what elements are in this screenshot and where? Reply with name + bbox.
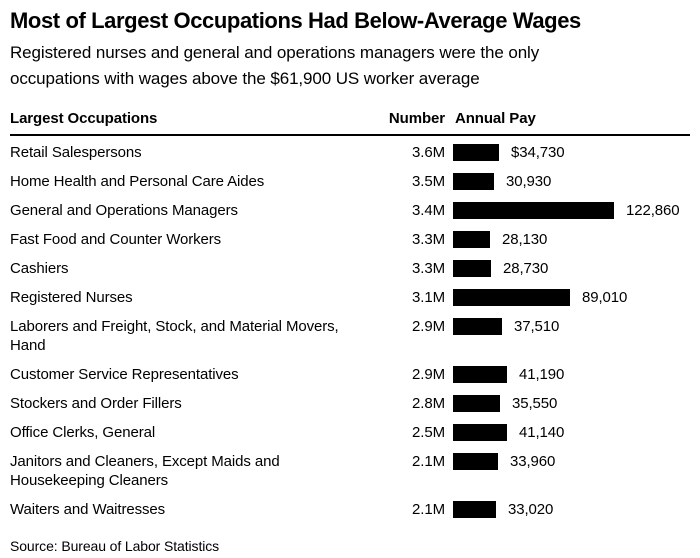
bar-cell: 89,010 <box>453 288 627 307</box>
table-row: Janitors and Cleaners, Except Maids and … <box>10 447 690 495</box>
column-header-number: Number <box>388 110 445 127</box>
occupation-label: Retail Salespersons <box>10 144 142 161</box>
bar-cell: 28,730 <box>453 259 548 278</box>
pay-value-label: 28,730 <box>503 260 549 277</box>
pay-bar <box>453 501 496 518</box>
occupation-label: Fast Food and Counter Workers <box>10 231 222 248</box>
worker-count: 3.3M <box>412 260 445 277</box>
pay-bar <box>453 202 614 219</box>
pay-bar <box>453 366 507 383</box>
bar-cell: $34,730 <box>453 143 565 162</box>
bar-cell: 41,190 <box>453 365 564 384</box>
occupation-label: Office Clerks, General <box>10 424 156 441</box>
pay-value-label: 41,190 <box>519 366 565 383</box>
pay-bar <box>453 424 507 441</box>
occupation-label: Janitors and Cleaners, Except Maids and … <box>10 453 280 489</box>
pay-bar <box>453 144 499 161</box>
table-row: Registered Nurses 3.1M 89,010 <box>10 283 690 312</box>
pay-bar <box>453 318 502 335</box>
bar-cell: 35,550 <box>453 394 557 413</box>
pay-bar <box>453 289 570 306</box>
table-header-row: Largest Occupations Number Annual Pay <box>10 109 690 136</box>
column-header-annual-pay: Annual Pay <box>455 110 536 127</box>
worker-count: 3.4M <box>412 202 445 219</box>
pay-bar <box>453 260 491 277</box>
table-row: Retail Salespersons 3.6M $34,730 <box>10 136 690 167</box>
pay-value-label: 35,550 <box>512 395 558 412</box>
worker-count: 2.1M <box>412 501 445 518</box>
pay-value-label: 30,930 <box>506 173 552 190</box>
chart-subtitle: Registered nurses and general and operat… <box>10 43 540 88</box>
pay-value-label: 28,130 <box>502 231 548 248</box>
pay-value-label: 122,860 <box>626 202 680 219</box>
source-note: Source: Bureau of Labor Statistics <box>10 538 220 554</box>
table-row: Waiters and Waitresses 2.1M 33,020 <box>10 495 690 524</box>
occupation-label: General and Operations Managers <box>10 202 238 219</box>
bar-cell: 28,130 <box>453 230 547 249</box>
pay-value-label: $34,730 <box>511 144 565 161</box>
worker-count: 2.1M <box>412 453 445 470</box>
table-row: Customer Service Representatives 2.9M 41… <box>10 360 690 389</box>
worker-count: 3.6M <box>412 144 445 161</box>
pay-value-label: 89,010 <box>582 289 628 306</box>
table-row: Stockers and Order Fillers 2.8M 35,550 <box>10 389 690 418</box>
bar-cell: 33,020 <box>453 500 553 519</box>
pay-bar <box>453 453 498 470</box>
pay-value-label: 37,510 <box>514 318 560 335</box>
worker-count: 3.5M <box>412 173 445 190</box>
worker-count: 2.9M <box>412 318 445 335</box>
table-row: General and Operations Managers 3.4M 122… <box>10 196 690 225</box>
occupation-label: Stockers and Order Fillers <box>10 395 182 412</box>
pay-bar <box>453 231 490 248</box>
pay-bar <box>453 173 494 190</box>
worker-count: 2.8M <box>412 395 445 412</box>
occupation-label: Waiters and Waitresses <box>10 501 166 518</box>
table-row: Office Clerks, General 2.5M 41,140 <box>10 418 690 447</box>
bar-cell: 30,930 <box>453 172 551 191</box>
worker-count: 3.1M <box>412 289 445 306</box>
table-row: Laborers and Freight, Stock, and Materia… <box>10 312 690 360</box>
table-row: Cashiers 3.3M 28,730 <box>10 254 690 283</box>
bar-cell: 33,960 <box>453 452 555 471</box>
table-row: Fast Food and Counter Workers 3.3M 28,13… <box>10 225 690 254</box>
pay-value-label: 33,960 <box>510 453 556 470</box>
occupation-label: Home Health and Personal Care Aides <box>10 173 265 190</box>
worker-count: 2.9M <box>412 366 445 383</box>
worker-count: 2.5M <box>412 424 445 441</box>
worker-count: 3.3M <box>412 231 445 248</box>
pay-value-label: 41,140 <box>519 424 565 441</box>
bar-cell: 37,510 <box>453 317 559 336</box>
occupation-label: Laborers and Freight, Stock, and Materia… <box>10 318 339 354</box>
column-header-occupations: Largest Occupations <box>10 110 158 127</box>
pay-value-label: 33,020 <box>508 501 554 518</box>
occupation-label: Registered Nurses <box>10 289 133 306</box>
pay-bar <box>453 395 500 412</box>
table-row: Home Health and Personal Care Aides 3.5M… <box>10 167 690 196</box>
occupation-label: Customer Service Representatives <box>10 366 239 383</box>
chart-title: Most of Largest Occupations Had Below-Av… <box>10 8 581 33</box>
bar-cell: 122,860 <box>453 201 680 220</box>
bar-cell: 41,140 <box>453 423 564 442</box>
occupation-label: Cashiers <box>10 260 69 277</box>
pay-table-body: Retail Salespersons 3.6M $34,730 Home He… <box>10 136 690 524</box>
